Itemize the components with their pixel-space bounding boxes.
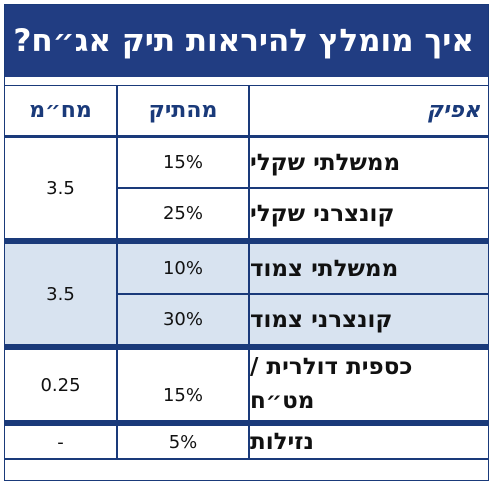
row1-name: ממשלתי שקלי bbox=[250, 149, 401, 176]
grid-line bbox=[5, 344, 488, 350]
group2-row1-bg bbox=[118, 244, 488, 293]
row5-name-line2: מט״ח bbox=[250, 388, 315, 414]
group3-duration: 0.25 bbox=[40, 374, 81, 396]
row5-weight: 15% bbox=[162, 384, 203, 406]
grid-line bbox=[5, 238, 488, 244]
group2-duration-bg bbox=[5, 244, 116, 344]
row6-weight: 5% bbox=[168, 431, 198, 453]
grid-line bbox=[5, 420, 488, 426]
col-divider-2 bbox=[248, 85, 250, 460]
allocation-table-frame: איך מומלץ להיראות תיק אג״ח? מח״מ מהתיק א… bbox=[4, 4, 489, 481]
row2-weight: 25% bbox=[162, 203, 203, 224]
group2-row2-bg bbox=[118, 295, 488, 344]
row2-name: קונצרני שקלי bbox=[250, 200, 395, 227]
header-duration: מח״מ bbox=[5, 85, 116, 135]
grid-line bbox=[5, 135, 488, 138]
row4-name: קונצרני צמוד bbox=[250, 306, 393, 333]
row3-name: ממשלתי צמוד bbox=[250, 255, 399, 282]
table-title: איך מומלץ להיראות תיק אג״ח? bbox=[5, 5, 488, 77]
grid-line bbox=[5, 458, 488, 460]
row5-name-line1: כספית דולרית / bbox=[250, 354, 413, 380]
row1-weight: 15% bbox=[162, 152, 203, 173]
row4-weight: 30% bbox=[162, 309, 203, 330]
header-asset: אפיק bbox=[250, 85, 488, 135]
row6-name: נזילות bbox=[250, 429, 314, 455]
grid-line bbox=[5, 85, 488, 86]
row3-weight: 10% bbox=[162, 258, 203, 279]
group1-duration: 3.5 bbox=[46, 177, 75, 199]
grid-line bbox=[118, 187, 488, 189]
group2-duration: 3.5 bbox=[46, 283, 75, 305]
group4-duration: - bbox=[57, 431, 64, 453]
col-divider-1 bbox=[116, 85, 118, 460]
header-weight: מהתיק bbox=[118, 85, 248, 135]
grid-line bbox=[118, 293, 488, 295]
